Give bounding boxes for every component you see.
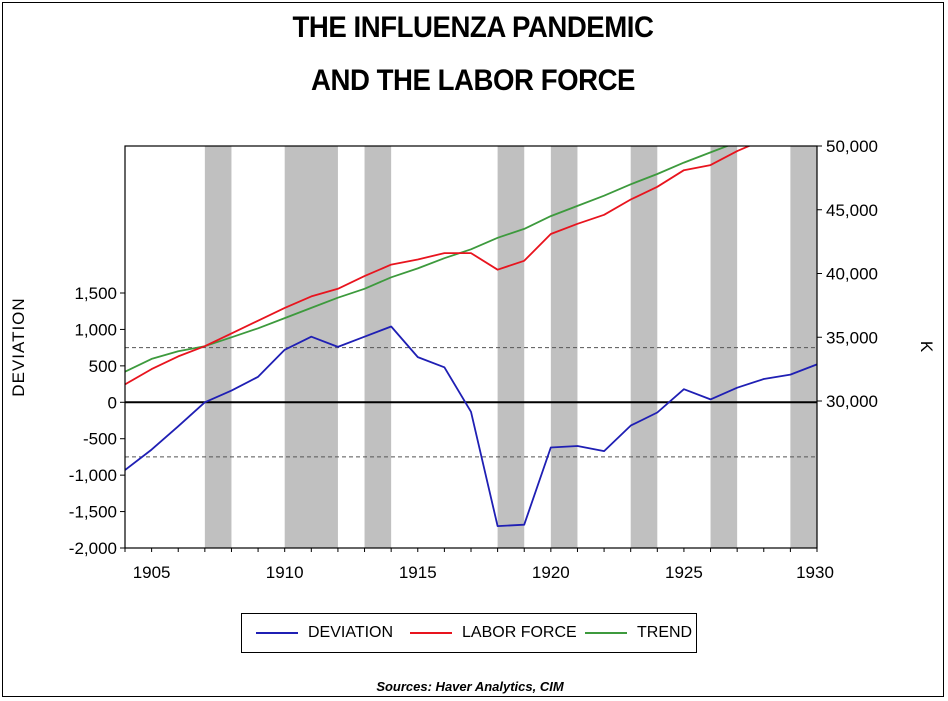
legend-item-deviation: DEVIATION <box>256 614 393 652</box>
recession-band <box>630 146 658 548</box>
legend-label-deviation: DEVIATION <box>308 624 394 641</box>
left-tick-label: -1,500 <box>69 503 117 522</box>
legend-swatch-trend <box>585 632 627 634</box>
x-tick-label: 1920 <box>532 563 570 582</box>
series-line-trend <box>125 146 730 373</box>
series-lines <box>125 146 817 527</box>
right-tick-label: 45,000 <box>826 201 878 220</box>
right-tick-label: 40,000 <box>826 265 878 284</box>
right-tick-label: 35,000 <box>826 328 878 347</box>
x-tick-label: 1915 <box>399 563 437 582</box>
recession-band <box>790 146 817 548</box>
recession-band <box>204 146 232 548</box>
chart-title-line-1: THE INFLUENZA PANDEMIC <box>292 11 654 44</box>
legend-label-labor-force: LABOR FORCE <box>462 624 577 641</box>
x-tick-label: 1905 <box>133 563 171 582</box>
series-line-deviation <box>125 325 817 527</box>
x-axis-ticks: 1905 1910 1915 1920 1925 1930 <box>124 548 834 582</box>
recession-band <box>550 146 578 548</box>
x-tick-label: 1925 <box>665 563 703 582</box>
left-tick-label: 0 <box>108 393 117 412</box>
source-note: Sources: Haver Analytics, CIM <box>376 679 564 694</box>
left-tick-label: 1,500 <box>74 284 117 303</box>
right-tick-label: 30,000 <box>826 392 878 411</box>
recession-band <box>710 146 738 548</box>
legend-item-trend: TREND <box>585 614 692 652</box>
x-tick-label: 1930 <box>796 563 834 582</box>
legend-item-labor-force: LABOR FORCE <box>410 614 577 652</box>
right-tick-label: 50,000 <box>826 137 878 156</box>
legend-label-trend: TREND <box>637 624 693 641</box>
recession-band <box>284 146 338 548</box>
right-axis-ticks: 50,000 45,000 40,000 35,000 30,000 <box>817 137 878 411</box>
left-tick-label: 1,000 <box>74 320 117 339</box>
left-tick-label: -1,000 <box>69 466 117 485</box>
chart-title-line-2: AND THE LABOR FORCE <box>311 64 635 97</box>
recession-shading <box>204 146 817 548</box>
left-tick-label: -500 <box>83 430 117 449</box>
left-tick-label: 500 <box>89 357 117 376</box>
legend-swatch-deviation <box>256 632 298 634</box>
x-tick-label: 1910 <box>266 563 304 582</box>
left-axis-label: DEVIATION <box>9 297 28 396</box>
series-line-labor-force <box>125 146 752 386</box>
left-axis-ticks: 1,500 1,000 500 0 -500 -1,000 -1,500 -2,000 <box>69 284 125 558</box>
legend: DEVIATION LABOR FORCE TREND <box>241 613 697 653</box>
recession-band <box>364 146 392 548</box>
legend-swatch-labor-force <box>410 632 452 634</box>
recession-band <box>497 146 525 548</box>
left-tick-label: -2,000 <box>69 539 117 558</box>
reference-lines <box>125 347 817 458</box>
right-axis-label: K <box>917 341 936 353</box>
